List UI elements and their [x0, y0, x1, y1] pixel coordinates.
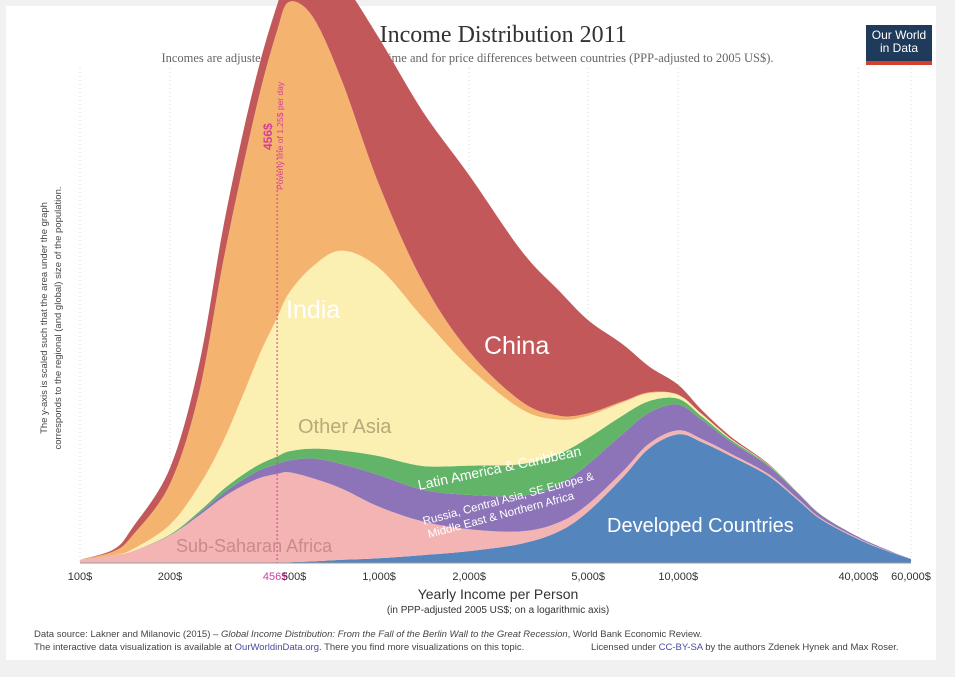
area-sub-saharan-africa: [80, 430, 911, 564]
footer-source-prefix: Data source: Lakner and Milanovic (2015)…: [34, 629, 221, 640]
poverty-line-value: 456$: [261, 123, 275, 150]
x-tick-200: 200$: [158, 571, 182, 583]
footer-license-suffix: by the authors Zdenek Hynek and Max Rose…: [702, 642, 899, 653]
poverty-line-label: Poverty line of 1.25$ per day: [275, 81, 285, 190]
x-tick-40-000: 40,000$: [838, 571, 878, 583]
area-series: [80, 0, 911, 564]
logo-line-1: Our World: [871, 28, 927, 42]
x-axis-title: Yearly Income per Person: [418, 586, 579, 602]
owid-link[interactable]: OurWorldinData.org: [234, 642, 319, 653]
x-tick-5-000: 5,000$: [571, 571, 605, 583]
x-axis-ticks: 456$ 100$ 200$ 500$ 1,000$ 2,000$ 5,000$ 10,000…: [68, 571, 931, 583]
x-tick-100: 100$: [68, 571, 92, 583]
footer-source: Data source: Lakner and Milanovic (2015)…: [34, 629, 702, 640]
area-china: [80, 0, 911, 560]
footer-availability: The interactive data visualization is av…: [34, 642, 524, 653]
label-sub-saharan-africa: Sub-Saharan Africa: [176, 536, 333, 556]
x-tick-2-000: 2,000$: [452, 571, 486, 583]
logo-line-2: in Data: [879, 41, 919, 55]
license-link[interactable]: CC-BY-SA: [658, 642, 703, 653]
x-axis-subtitle: (in PPP-adjusted 2005 US$; on a logarith…: [387, 605, 609, 616]
area-developed-countries: [80, 434, 911, 564]
y-axis-title-line-2: corresponds to the regional (and global)…: [53, 186, 64, 449]
our-world-in-data-logo[interactable]: Our World in Data: [866, 25, 932, 65]
area-latin-america-caribbean: [80, 397, 911, 560]
x-tick-500: 500$: [282, 571, 306, 583]
x-tick-10-000: 10,000$: [658, 571, 698, 583]
area-other-asia: [80, 250, 911, 560]
footer-source-title: Global Income Distribution: From the Fal…: [220, 629, 568, 640]
x-tick-1-000: 1,000$: [362, 571, 396, 583]
y-axis-title-line-1: The y-axis is scaled such that the area …: [39, 202, 50, 434]
x-tick-60-000: 60,000$: [891, 571, 931, 583]
label-china: China: [484, 332, 549, 360]
footer-source-suffix: , World Bank Economic Review.: [567, 629, 703, 640]
footer-availability-suffix: . There you find more visualizations on …: [318, 642, 525, 653]
x-tick-poverty: 456$: [263, 571, 287, 583]
footer-availability-prefix: The interactive data visualization is av…: [34, 642, 235, 653]
label-developed-countries: Developed Countries: [607, 515, 794, 537]
footer-license-prefix: Licensed under: [591, 642, 659, 653]
label-other-asia: Other Asia: [298, 416, 392, 438]
footer-license: Licensed under CC-BY-SA by the authors Z…: [591, 642, 899, 653]
label-india: India: [286, 296, 340, 324]
area-india: [80, 1, 911, 560]
area-russia-central-asia-se-europe-middle-east-northern-africa: [80, 404, 911, 560]
poverty-line: 456$ Poverty line of 1.25$ per day: [261, 81, 285, 563]
